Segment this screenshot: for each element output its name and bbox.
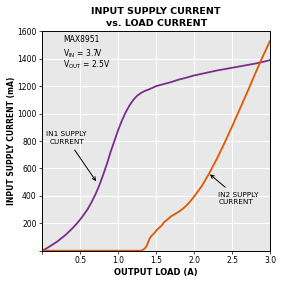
Text: IN1 SUPPLY
CURRENT: IN1 SUPPLY CURRENT (46, 131, 95, 180)
Text: IN2 SUPPLY
CURRENT: IN2 SUPPLY CURRENT (211, 175, 259, 205)
Title: INPUT SUPPLY CURRENT
vs. LOAD CURRENT: INPUT SUPPLY CURRENT vs. LOAD CURRENT (91, 7, 221, 28)
Text: V$_{\mathsf{IN}}$ = 3.7V: V$_{\mathsf{IN}}$ = 3.7V (63, 48, 102, 60)
Text: MAX8951: MAX8951 (63, 36, 99, 44)
X-axis label: OUTPUT LOAD (A): OUTPUT LOAD (A) (114, 268, 198, 277)
Y-axis label: INPUT SUPPLY CURRENT (mA): INPUT SUPPLY CURRENT (mA) (7, 77, 16, 205)
Text: V$_{\mathsf{OUT}}$ = 2.5V: V$_{\mathsf{OUT}}$ = 2.5V (63, 59, 110, 71)
